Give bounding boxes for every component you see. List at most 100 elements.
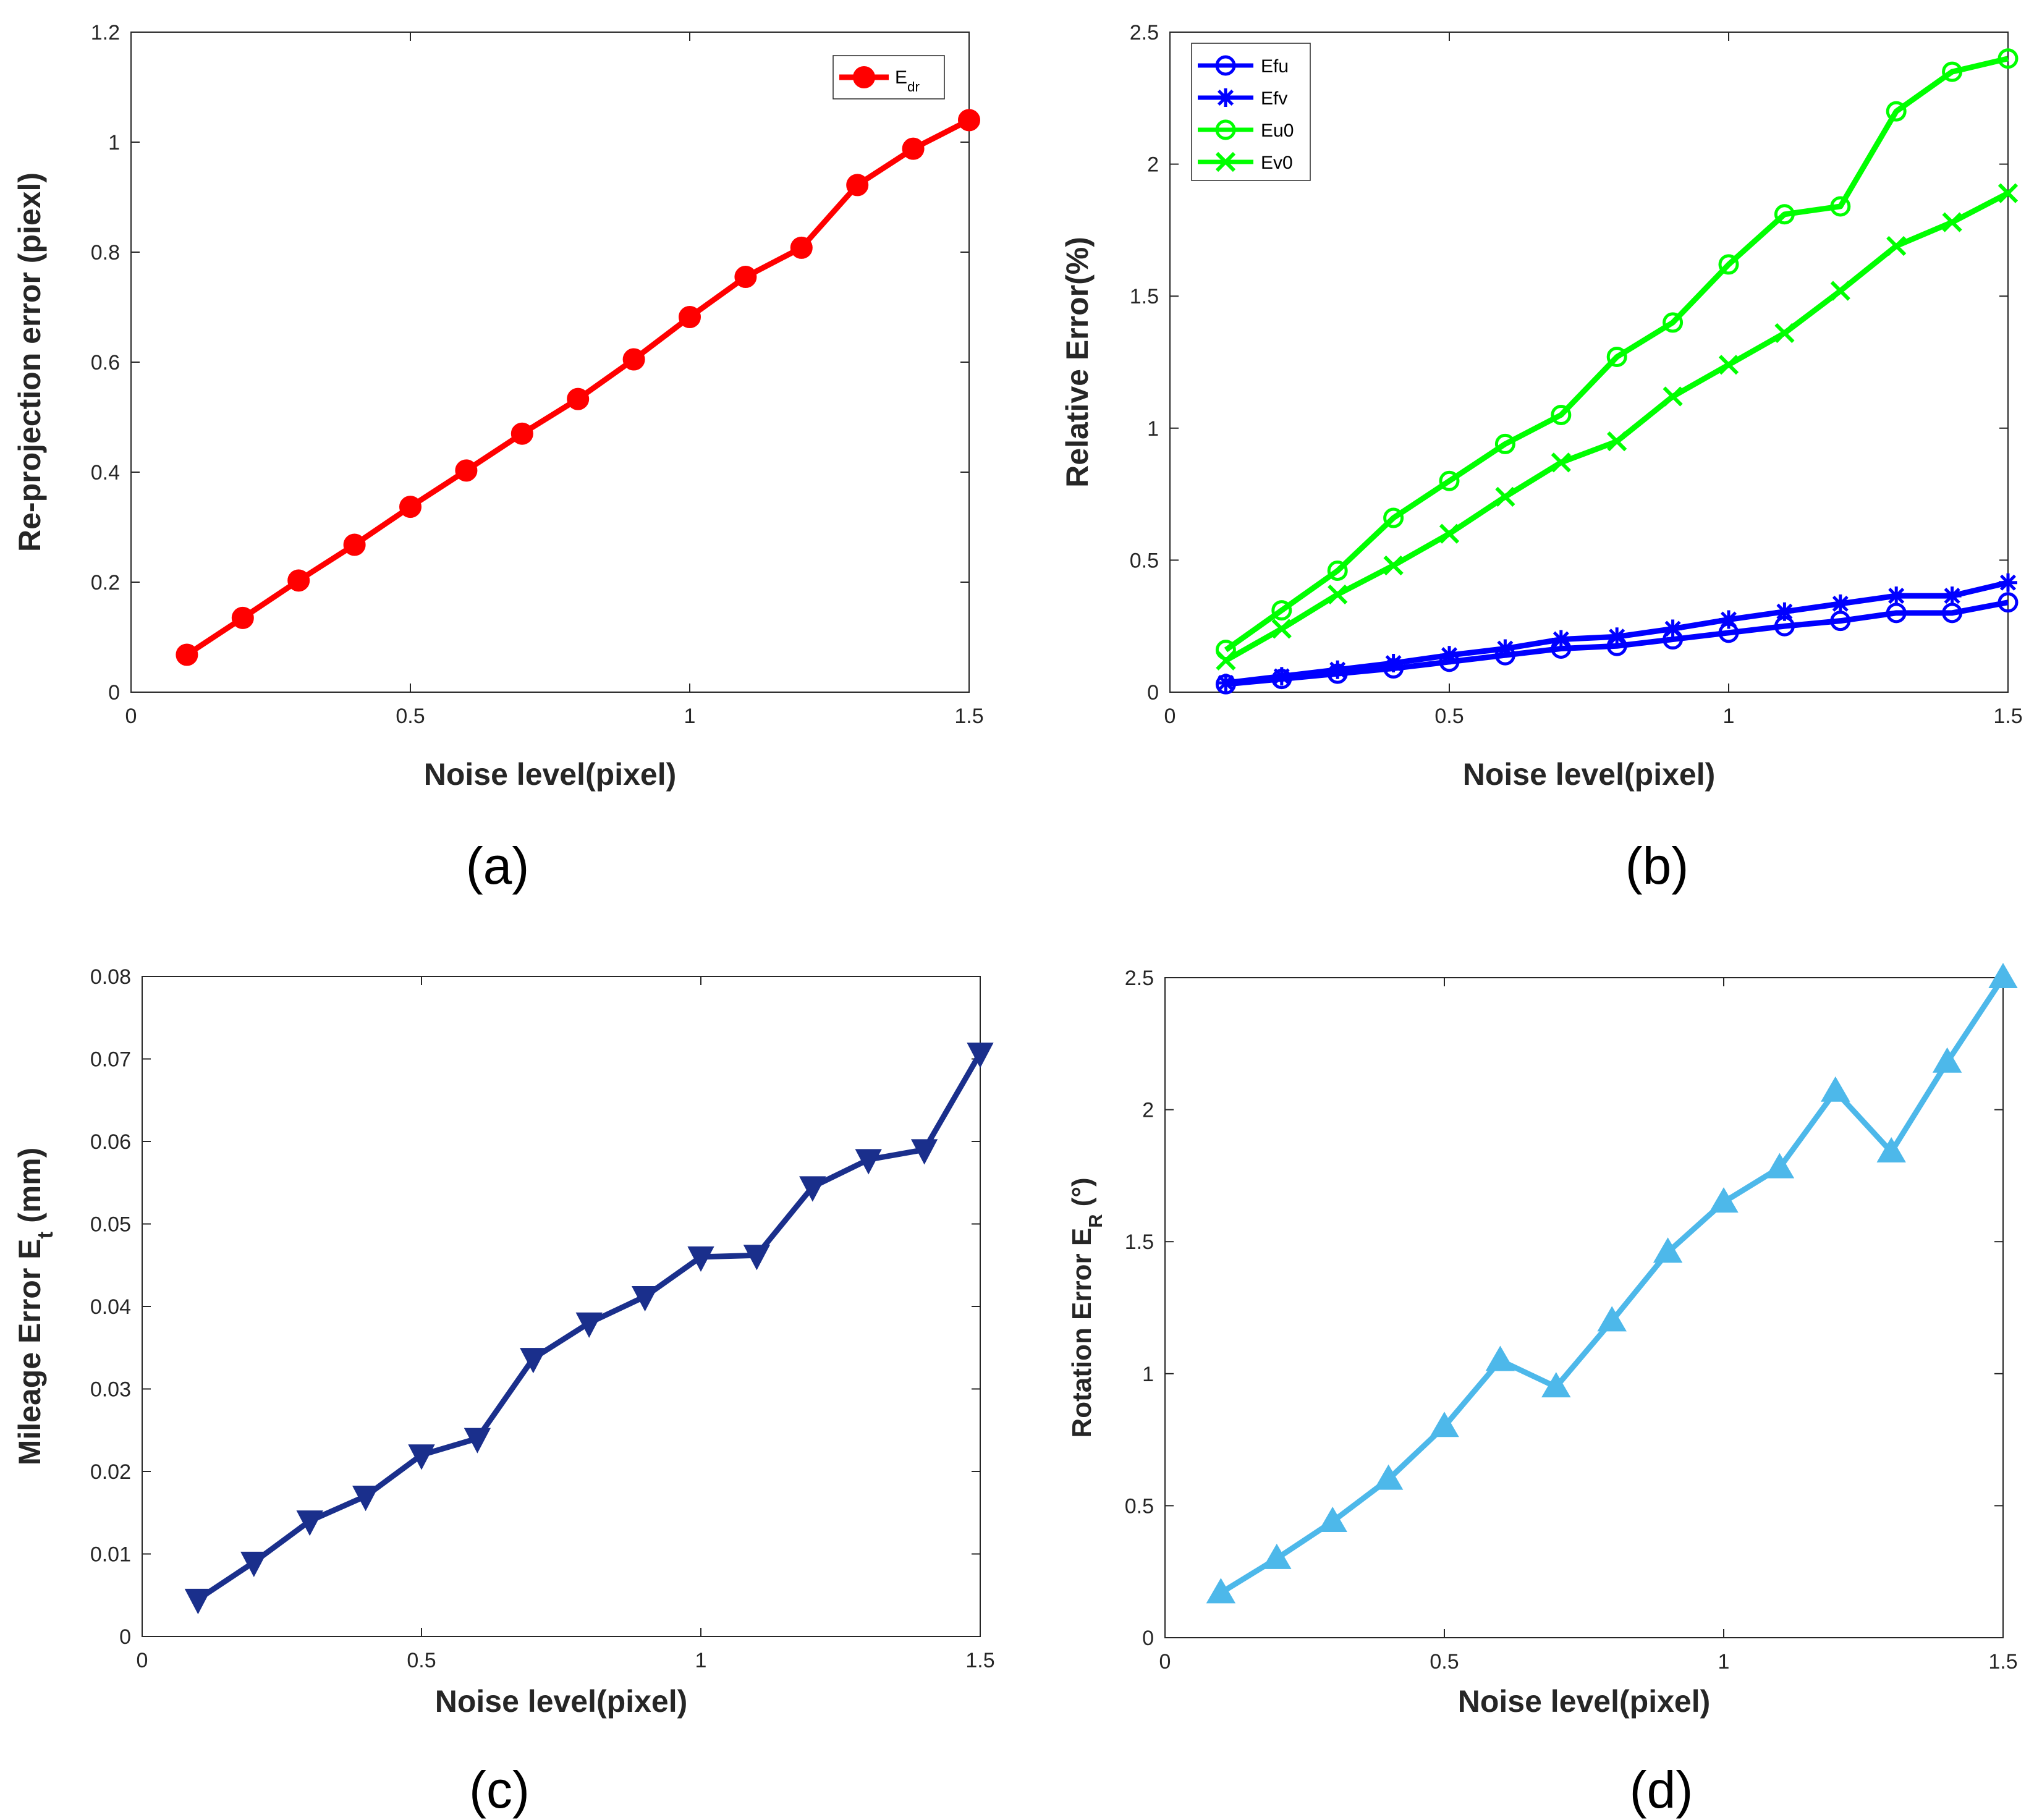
- data-point: [967, 1043, 994, 1069]
- data-point: [1999, 573, 2017, 592]
- x-tick-label: 0.5: [407, 1649, 436, 1672]
- y-tick-label: 0.05: [90, 1213, 131, 1237]
- data-point: [567, 387, 590, 410]
- data-point: [176, 643, 198, 666]
- data-point: [1271, 619, 1292, 639]
- data-point: [1998, 592, 2019, 613]
- data-point: [1942, 586, 1962, 606]
- data-point: [1830, 281, 1850, 301]
- x-tick-label: 0: [1164, 705, 1176, 728]
- legend-label: Efv: [1261, 88, 1287, 109]
- x-tick-label: 1: [684, 705, 696, 728]
- data-point: [343, 533, 366, 556]
- data-point: [1607, 431, 1627, 452]
- y-tick-label: 1: [1142, 1363, 1154, 1386]
- data-point: [1262, 1543, 1292, 1569]
- y-tick-label: 0.8: [91, 241, 120, 265]
- data-point: [1551, 452, 1571, 473]
- data-point: [1887, 586, 1906, 606]
- data-point: [1551, 630, 1570, 649]
- legend-label: Edr: [895, 67, 920, 95]
- x-tick-label: 0.5: [1434, 705, 1464, 728]
- data-point: [1383, 507, 1404, 528]
- data-point: [1719, 610, 1738, 629]
- y-axis-title: Rotation Error ER (°): [1067, 1177, 1106, 1437]
- legend-marker: [853, 66, 875, 88]
- y-tick-label: 0.5: [1130, 549, 1159, 572]
- data-point: [1830, 196, 1851, 217]
- y-tick-label: 2: [1142, 1099, 1154, 1122]
- data-point: [846, 174, 869, 197]
- x-tick-label: 1: [695, 1649, 707, 1672]
- x-tick-label: 1.5: [1993, 705, 2022, 728]
- data-point: [1663, 386, 1683, 407]
- data-point: [790, 236, 813, 259]
- series-line-eu0: [1224, 56, 2009, 653]
- data-point: [1440, 646, 1459, 665]
- y-tick-label: 2: [1147, 153, 1159, 177]
- y-tick-label: 0.03: [90, 1378, 131, 1402]
- panel-a: 0 0.5 1 1.5 0 0.2 0.4 0.6 0.8 1 1.2 Noise level(pix…: [12, 21, 984, 895]
- data-point: [296, 1510, 323, 1536]
- data-point: [1496, 639, 1515, 658]
- data-point: [1886, 235, 1907, 256]
- caption-a: (a): [466, 837, 530, 895]
- data-point: [1998, 48, 2019, 69]
- data-point: [1774, 204, 1795, 225]
- y-tick-label: 0: [119, 1625, 131, 1649]
- data-point: [687, 1246, 714, 1272]
- x-tick-label: 1: [1718, 1650, 1730, 1674]
- y-tick-label: 0.6: [91, 351, 120, 375]
- y-tick-label: 0.01: [90, 1543, 131, 1567]
- legend-label: Ev0: [1261, 153, 1293, 173]
- x-tick-label: 1: [1723, 705, 1735, 728]
- y-tick-label: 0.04: [90, 1295, 131, 1319]
- data-point: [408, 1444, 435, 1470]
- data-point: [1206, 1578, 1236, 1604]
- data-point: [1597, 1306, 1627, 1332]
- plot-area-d: [1164, 977, 2004, 1638]
- y-axis-title: Mileage Error Et (mm): [12, 1148, 57, 1466]
- data-point: [1653, 1237, 1683, 1263]
- y-tick-label: 0.08: [90, 965, 131, 989]
- legend-marker: [1215, 151, 1236, 172]
- data-point: [1318, 1507, 1347, 1533]
- y-axis-title: Re-projection error (piexl): [12, 172, 47, 552]
- data-point: [743, 1245, 771, 1271]
- x-tick-label: 0.5: [1430, 1650, 1459, 1674]
- data-point: [1709, 1187, 1739, 1213]
- data-point: [1271, 600, 1292, 621]
- data-point: [1494, 433, 1515, 454]
- x-tick-label: 0: [1159, 1650, 1171, 1674]
- x-axis-title: Noise level(pixel): [435, 1684, 688, 1719]
- y-tick-label: 0.06: [90, 1130, 131, 1154]
- data-point: [1327, 560, 1348, 581]
- data-point: [1439, 523, 1460, 544]
- data-point: [1765, 1153, 1795, 1179]
- data-point: [1541, 1372, 1571, 1398]
- y-tick-label: 0: [1147, 681, 1159, 705]
- data-point: [240, 1551, 268, 1577]
- data-point: [1384, 654, 1403, 673]
- data-point: [902, 137, 925, 160]
- y-tick-label: 1: [1147, 417, 1159, 441]
- y-axis-title: Relative Error(%): [1060, 237, 1095, 488]
- data-point: [520, 1348, 547, 1374]
- y-tick-label: 0.5: [1125, 1494, 1154, 1518]
- data-point: [910, 1139, 938, 1165]
- legend-marker: [1216, 88, 1235, 107]
- data-point: [622, 348, 645, 371]
- y-tick-label: 2.5: [1125, 967, 1154, 990]
- data-point: [1495, 486, 1515, 507]
- data-point: [1606, 346, 1627, 367]
- data-point: [1876, 1136, 1906, 1162]
- data-point: [1988, 963, 2018, 988]
- panel-d: 0 0.5 1 1.5 0 0.5 1 1.5 2 2.5 Noise level(pixel) Ro…: [1067, 963, 2018, 1819]
- data-point: [958, 109, 980, 132]
- legend-label: Efu: [1261, 56, 1289, 77]
- data-point: [184, 1588, 212, 1615]
- caption-d: (d): [1630, 1761, 1693, 1819]
- data-point: [464, 1428, 491, 1454]
- data-point: [1932, 1047, 1962, 1073]
